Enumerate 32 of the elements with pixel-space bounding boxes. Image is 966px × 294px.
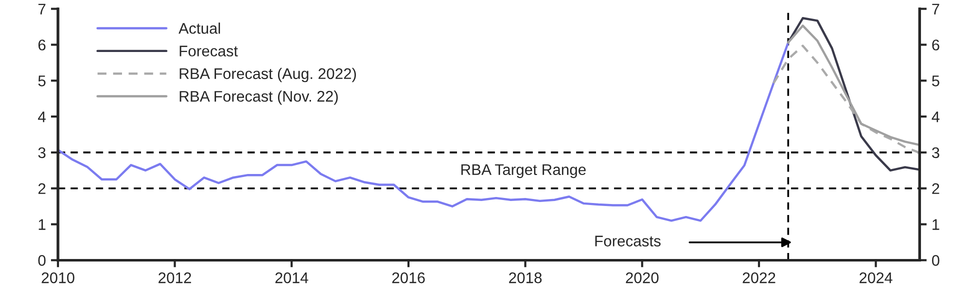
y2-tick-label: 7: [932, 4, 940, 14]
x-tick-label: 2016: [392, 272, 425, 284]
legend-label: Forecast: [180, 46, 238, 56]
y-tick-label: 5: [38, 76, 46, 86]
legend-label: RBA Forecast (Nov. 22): [180, 90, 338, 105]
x-tick-label: 2022: [742, 272, 776, 284]
x-tick-label: 2018: [509, 272, 542, 284]
y2-tick-label: 0: [932, 255, 940, 266]
y-tick-label: 7: [38, 4, 46, 14]
x-tick-label: 2024: [860, 272, 892, 284]
y-tick-label: 3: [38, 147, 46, 158]
y-tick-label: 6: [38, 40, 46, 50]
y2-tick-label: 4: [932, 112, 940, 122]
y2-tick-label: 2: [932, 183, 940, 194]
annotation: RBA Target Range: [461, 164, 586, 178]
y-tick-label: 0: [38, 255, 46, 266]
x-tick-label: 2014: [275, 272, 308, 284]
y2-tick-label: 1: [932, 219, 940, 230]
y2-tick-label: 6: [932, 40, 940, 50]
y2-tick-label: 3: [932, 147, 940, 158]
x-tick-label: 2020: [626, 272, 659, 284]
y-tick-label: 1: [38, 219, 46, 230]
legend-label: Actual: [178, 22, 220, 34]
annotation: Forecasts: [595, 236, 661, 246]
line-series: [787, 17, 920, 172]
legend-label: RBA Forecast (Aug. 2022): [180, 68, 356, 82]
y2-tick-label: 5: [932, 76, 940, 86]
x-tick-label: 2012: [158, 272, 192, 284]
y-tick-label: 2: [38, 183, 46, 194]
line-series: [58, 41, 790, 222]
x-tick-label: 2010: [42, 272, 74, 284]
y-tick-label: 4: [38, 112, 46, 122]
